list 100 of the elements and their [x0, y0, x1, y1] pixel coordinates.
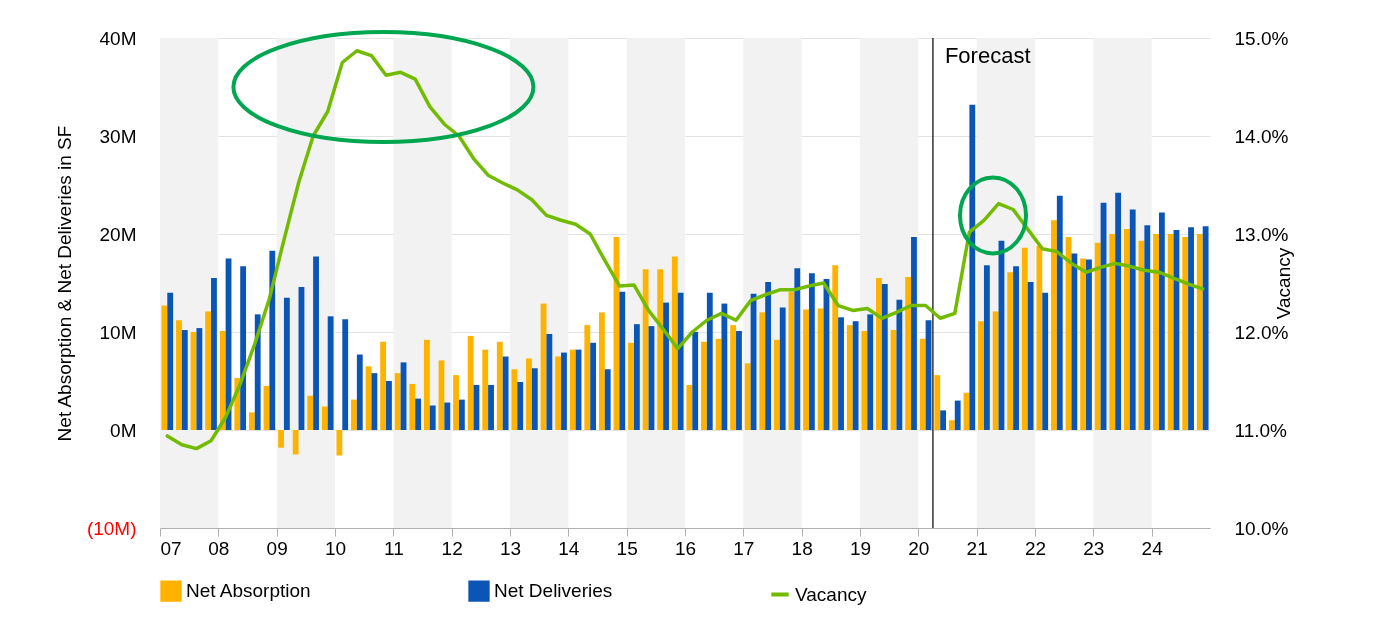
bar — [1144, 225, 1151, 430]
x-tick-label: 14 — [558, 537, 580, 559]
bar — [482, 349, 489, 430]
y-tick-label: 40M — [99, 27, 137, 49]
bar — [167, 292, 174, 430]
y2-tick-label: 10.0% — [1234, 517, 1289, 539]
y-tick-label: 10M — [99, 321, 137, 343]
bar — [744, 363, 751, 430]
bar — [896, 299, 903, 430]
bar — [721, 303, 728, 430]
x-tick-label: 07 — [160, 537, 182, 559]
bar — [1153, 234, 1159, 430]
legend-label: Net Deliveries — [494, 580, 613, 602]
bar — [779, 307, 786, 430]
x-tick-label: 21 — [966, 537, 988, 559]
bar — [569, 349, 576, 430]
x-tick-label: 12 — [441, 537, 463, 559]
x-tick-label: 24 — [1141, 537, 1164, 559]
bar — [817, 308, 824, 430]
bar — [327, 316, 334, 430]
x-tick-label: 13 — [499, 537, 522, 559]
bar — [336, 430, 343, 456]
bar — [736, 331, 742, 430]
legend-label: Net Absorption — [186, 580, 311, 602]
bar — [604, 369, 611, 430]
bar — [1080, 258, 1087, 430]
y2-tick-label: 11.0% — [1234, 419, 1288, 441]
y2-tick-label: 14.0% — [1234, 125, 1289, 147]
bar — [919, 338, 926, 430]
bar — [444, 402, 451, 430]
bar — [598, 312, 605, 430]
x-tick-label: 19 — [849, 537, 872, 559]
bar — [458, 399, 465, 430]
bar — [1188, 227, 1194, 430]
bar — [546, 333, 553, 430]
bar — [642, 269, 649, 430]
bar — [321, 406, 328, 430]
bar — [881, 283, 888, 430]
y-tick-label: 0M — [110, 419, 137, 441]
bar — [496, 341, 503, 430]
x-tick-label: 20 — [908, 537, 930, 559]
bar — [502, 356, 509, 430]
bar — [517, 381, 524, 430]
bar — [992, 311, 999, 430]
bar — [940, 410, 947, 430]
bar — [911, 236, 917, 430]
x-tick-label: 23 — [1083, 537, 1105, 559]
bar — [773, 339, 780, 430]
y-tick-label: 30M — [99, 125, 137, 147]
bar — [978, 321, 984, 430]
bar — [590, 342, 597, 430]
bar — [511, 369, 518, 430]
y2-tick-label: 15.0% — [1234, 27, 1289, 49]
bar — [1056, 195, 1063, 430]
bar — [730, 325, 737, 430]
bar — [1071, 253, 1078, 430]
bar — [1202, 226, 1209, 430]
bar — [307, 395, 314, 430]
bar — [176, 320, 182, 430]
bar — [1196, 234, 1203, 430]
bar — [934, 375, 941, 430]
bar — [759, 312, 766, 430]
bar — [248, 412, 255, 430]
bar — [686, 384, 693, 430]
bar — [415, 398, 422, 430]
bar — [161, 305, 168, 430]
bar — [1123, 229, 1130, 430]
x-tick-label: 18 — [791, 537, 813, 559]
bar — [657, 269, 664, 430]
bar — [701, 341, 707, 430]
bar — [867, 314, 874, 430]
bar — [409, 383, 416, 430]
bar — [954, 400, 961, 430]
bar — [1021, 247, 1028, 430]
y2-axis-title: Vacancy — [1273, 247, 1295, 320]
bar — [1027, 282, 1034, 430]
bar — [205, 311, 212, 430]
bar — [278, 430, 284, 448]
bar — [1042, 292, 1049, 430]
x-tick-label: 22 — [1024, 537, 1047, 559]
bar — [211, 278, 217, 430]
x-tick-label: 16 — [674, 537, 697, 559]
bar — [619, 291, 626, 430]
bar — [254, 314, 261, 430]
line-series — [165, 48, 1205, 451]
bar — [380, 341, 387, 430]
bar — [852, 321, 859, 430]
bar — [394, 373, 401, 430]
x-tick-label: 10 — [324, 537, 347, 559]
bar — [1007, 272, 1014, 430]
bar — [181, 330, 188, 430]
bar — [453, 375, 459, 430]
bar — [219, 331, 226, 430]
bar — [765, 282, 772, 430]
bar — [1051, 220, 1057, 430]
bar — [983, 265, 990, 430]
bar — [846, 325, 853, 430]
bar — [663, 302, 669, 430]
bar — [467, 335, 474, 430]
bar — [1182, 236, 1189, 430]
